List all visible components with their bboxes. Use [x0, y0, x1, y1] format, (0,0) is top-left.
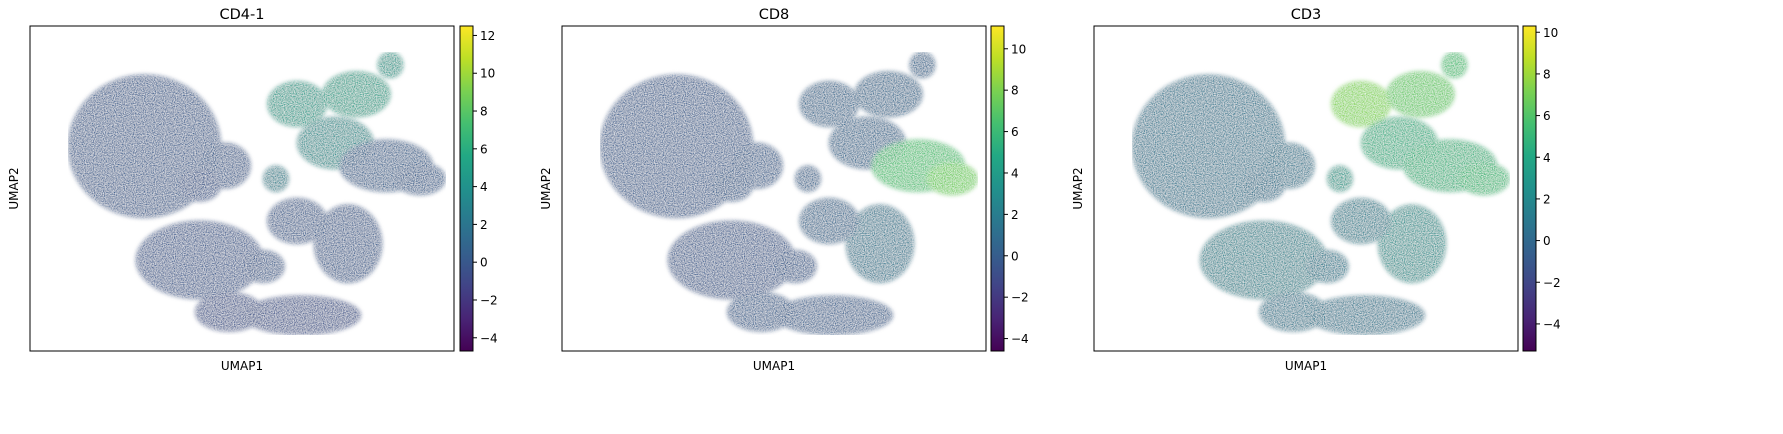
cluster-top-spike	[377, 52, 404, 78]
cluster-left-mid	[1242, 169, 1285, 202]
cluster-mid-scatter	[1331, 198, 1391, 244]
x-axis-label: UMAP1	[221, 359, 263, 373]
colorbar-tick-label: 6	[1543, 109, 1551, 123]
colorbar-tick-label: 4	[1011, 166, 1019, 180]
cluster-lower-left	[668, 221, 796, 299]
cluster-lower-mid	[1306, 250, 1349, 283]
x-axis-label: UMAP1	[1285, 359, 1327, 373]
colorbar-tick-label: 6	[480, 142, 488, 156]
cluster-top-right	[322, 71, 391, 117]
axes-frame	[29, 25, 455, 352]
colorbar-tick-label: 12	[480, 29, 495, 43]
panel-title: CD3	[1291, 7, 1322, 23]
axes-frame	[1093, 25, 1519, 352]
colorbar-tick-label: 8	[1011, 84, 1019, 98]
colorbar-tick-label: −2	[1543, 276, 1561, 290]
cluster-right-arm	[926, 162, 978, 195]
umap-panel-1: CD4-1 UMAP1 UMAP2 −4 −2 0 2 4 6 8 10 12	[7, 7, 498, 373]
panel-title: CD4-1	[220, 7, 265, 23]
colorbar-tick-label: −4	[1011, 332, 1029, 346]
cluster-top-mid	[1331, 81, 1391, 127]
y-axis-label: UMAP2	[539, 167, 553, 209]
y-axis-label: UMAP2	[7, 167, 21, 209]
cluster-top-mid	[267, 81, 327, 127]
colorbar-gradient	[990, 25, 1005, 352]
cluster-right-arm	[394, 162, 446, 195]
cluster-right-lower	[1378, 204, 1446, 283]
cluster-bottom-right	[241, 295, 361, 335]
cluster-right-lower	[846, 204, 914, 283]
cluster-mid-scatter	[267, 198, 327, 244]
colorbar-tick-label: −4	[1543, 317, 1561, 331]
colorbar-gradient	[459, 25, 474, 352]
cluster-lower-left	[136, 221, 264, 299]
cluster-top-right	[854, 71, 923, 117]
colorbar: −4 −2 0 2 4 6 8 10	[1522, 25, 1561, 352]
axes-frame	[561, 25, 987, 352]
colorbar-tick-label: 8	[480, 105, 488, 119]
cluster-center-small	[795, 165, 821, 192]
cluster-top-right	[1386, 71, 1455, 117]
colorbar-tick-label: 10	[1543, 26, 1558, 40]
colorbar-tick-label: 6	[1011, 125, 1019, 139]
cluster-lower-left	[1200, 221, 1328, 299]
colorbar-tick-label: 4	[1543, 151, 1551, 165]
cluster-right-lower	[314, 204, 382, 283]
umap-panel-3: CD3 UMAP1 UMAP2 −4 −2 0 2 4 6 8 10	[1071, 7, 1561, 373]
colorbar-tick-label: 0	[1011, 249, 1019, 263]
cluster-bottom-right	[1306, 295, 1425, 335]
colorbar: −4 −2 0 2 4 6 8 10 12	[459, 25, 498, 352]
cluster-lower-mid	[774, 250, 817, 283]
colorbar-tick-label: 0	[1543, 234, 1551, 248]
y-axis-label: UMAP2	[1071, 167, 1085, 209]
colorbar-gradient	[1522, 25, 1537, 352]
colorbar-tick-label: 10	[1011, 42, 1026, 56]
colorbar-tick-label: 8	[1543, 67, 1551, 81]
panel-title: CD8	[759, 7, 790, 23]
colorbar-tick-label: −2	[1011, 291, 1029, 305]
cluster-left-mid	[178, 169, 221, 202]
cluster-right-arm	[1458, 162, 1510, 195]
cluster-mid-scatter	[799, 198, 859, 244]
colorbar-tick-label: 0	[480, 256, 488, 270]
colorbar-tick-label: −4	[480, 331, 498, 345]
umap-panel-2: CD8 UMAP1 UMAP2 −4 −2 0 2 4 6 8 10	[539, 7, 1029, 373]
colorbar-tick-label: −2	[480, 293, 498, 307]
colorbar: −4 −2 0 2 4 6 8 10	[990, 25, 1029, 352]
cluster-top-mid	[799, 81, 859, 127]
cluster-center-small	[1327, 165, 1353, 192]
x-axis-label: UMAP1	[753, 359, 795, 373]
cluster-top-spike	[1441, 52, 1468, 78]
colorbar-tick-label: 4	[480, 180, 488, 194]
colorbar-tick-label: 2	[480, 218, 488, 232]
colorbar-tick-label: 10	[480, 67, 495, 81]
cluster-lower-mid	[242, 250, 285, 283]
colorbar-tick-label: 2	[1543, 192, 1551, 206]
cluster-center-small	[263, 165, 289, 192]
cluster-left-mid	[710, 169, 753, 202]
cluster-bottom-right	[774, 295, 893, 335]
cluster-top-spike	[909, 52, 936, 78]
colorbar-tick-label: 2	[1011, 208, 1019, 222]
